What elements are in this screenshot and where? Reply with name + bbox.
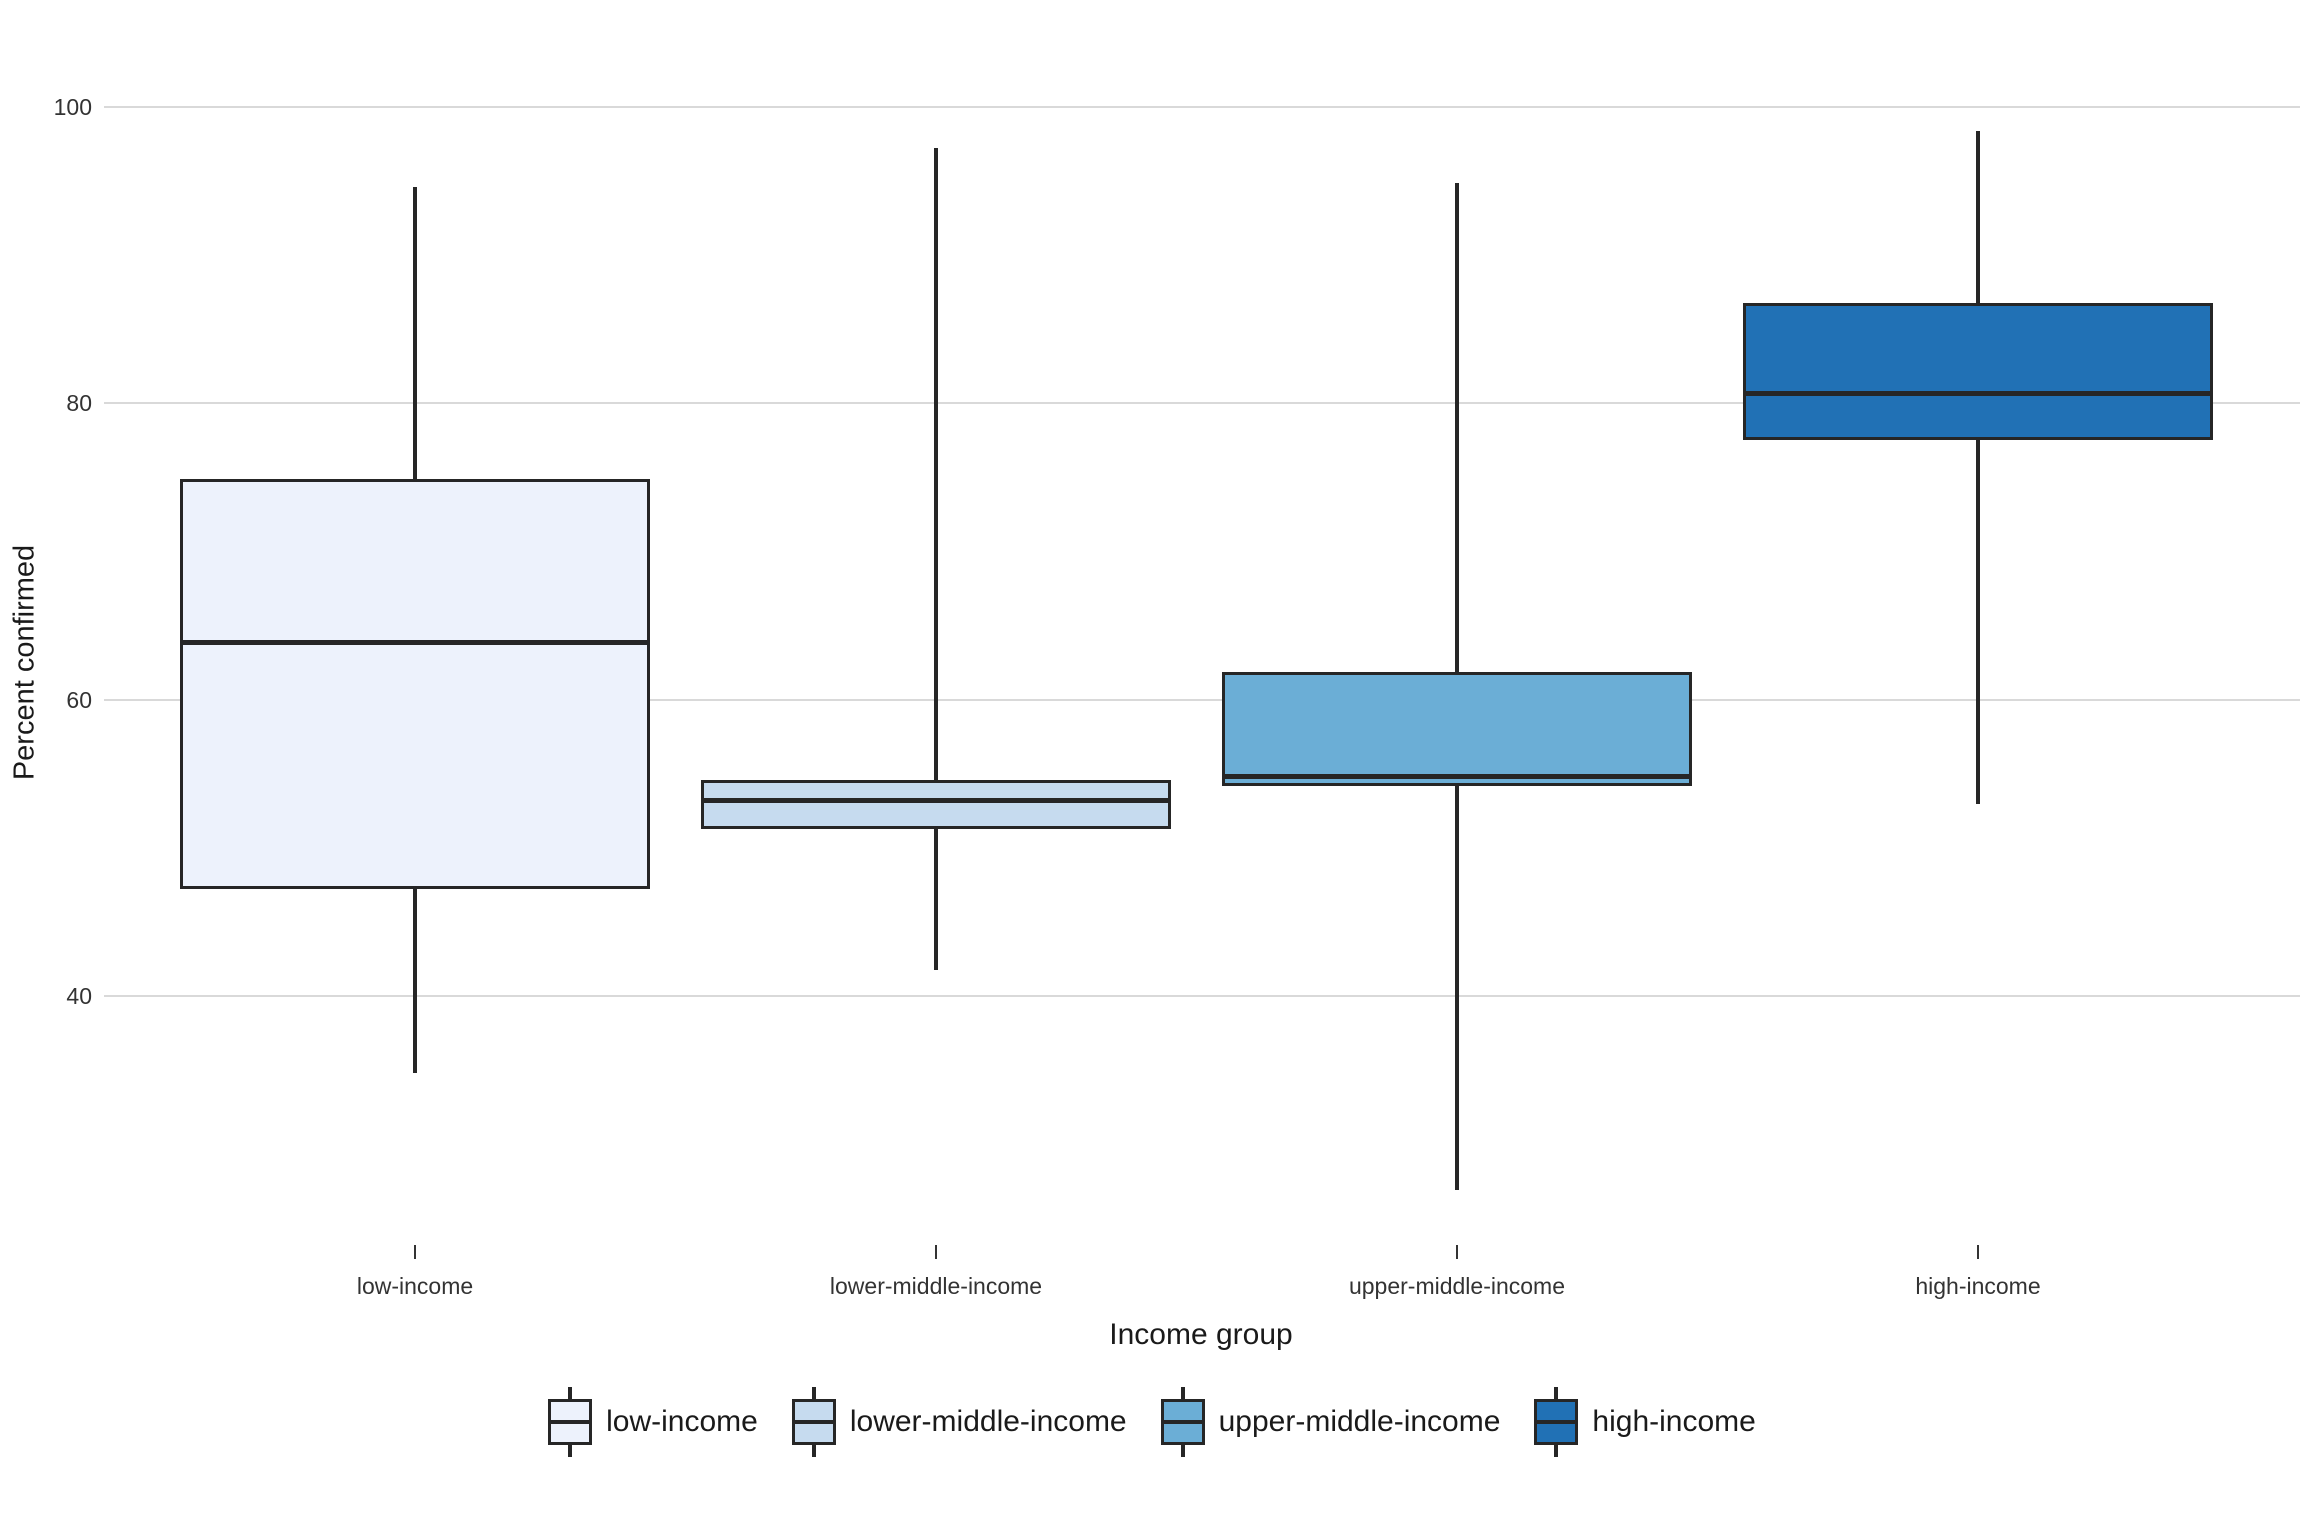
x-tick-label: lower-middle-income <box>829 1273 1043 1299</box>
legend-key-boxplot-icon <box>548 1387 593 1457</box>
box-high-income <box>1743 302 2213 441</box>
x-tick-mark <box>414 1245 416 1259</box>
x-tick-label: upper-middle-income <box>1348 1273 1566 1299</box>
legend-key-whisker-bottom <box>811 1445 816 1457</box>
median-line <box>701 798 1171 804</box>
gridline-y-60 <box>104 698 2300 701</box>
x-tick-mark <box>1977 1245 1979 1259</box>
y-axis-title: Percent confirmed <box>8 544 41 781</box>
legend-item-low-income: low-income <box>548 1387 758 1457</box>
legend-key-whisker-top <box>568 1387 573 1399</box>
whisker-upper <box>1976 130 1980 303</box>
legend-key-median <box>548 1420 593 1424</box>
y-tick-label: 80 <box>66 390 92 417</box>
whisker-upper <box>1455 182 1459 672</box>
whisker-lower <box>934 828 938 970</box>
box-lower-middle-income <box>701 779 1171 829</box>
x-tick-mark <box>935 1245 937 1259</box>
legend-item-label: high-income <box>1592 1405 1756 1438</box>
legend-key-whisker-bottom <box>568 1445 573 1457</box>
y-tick-label: 60 <box>66 686 92 713</box>
gridline-y-40 <box>104 995 2300 998</box>
legend-key-whisker-top <box>1180 1387 1185 1399</box>
legend-key-median <box>791 1420 836 1424</box>
whisker-lower <box>1455 785 1459 1191</box>
x-axis-title: Income group <box>1109 1318 1293 1351</box>
whisker-upper <box>934 148 938 780</box>
box-upper-middle-income <box>1222 671 1692 786</box>
median-line <box>1222 774 1692 780</box>
y-tick-label: 40 <box>66 983 92 1010</box>
legend: low-income lower-middle-income upper-middl… <box>0 1382 2304 1462</box>
legend-key-boxplot-icon <box>791 1387 836 1457</box>
legend-key-whisker-top <box>811 1387 816 1399</box>
whisker-lower <box>413 889 417 1074</box>
whisker-upper <box>413 187 417 479</box>
legend-item-high-income: high-income <box>1534 1387 1756 1457</box>
gridline-y-100 <box>104 106 2300 108</box>
x-tick-label: high-income <box>1915 1273 2041 1299</box>
x-tick-mark <box>1456 1245 1458 1259</box>
legend-key-whisker-bottom <box>1180 1445 1185 1457</box>
legend-key-boxplot-icon <box>1160 1387 1205 1457</box>
box-low-income <box>180 478 650 890</box>
y-tick-label: 100 <box>53 94 92 120</box>
legend-item-label: upper-middle-income <box>1218 1405 1501 1438</box>
legend-key-boxplot-icon <box>1534 1387 1579 1457</box>
legend-key-whisker-bottom <box>1554 1445 1559 1457</box>
legend-key-whisker-top <box>1554 1387 1559 1399</box>
legend-item-upper-middle-income: upper-middle-income <box>1160 1387 1501 1457</box>
median-line <box>180 639 650 645</box>
legend-key-median <box>1160 1420 1205 1424</box>
whisker-lower <box>1976 440 1980 804</box>
legend-item-label: lower-middle-income <box>849 1405 1127 1438</box>
legend-key-median <box>1534 1420 1579 1424</box>
legend-item-lower-middle-income: lower-middle-income <box>791 1387 1127 1457</box>
x-tick-label: low-income <box>356 1273 474 1299</box>
median-line <box>1743 390 2213 396</box>
gridline-y-80 <box>104 402 2300 405</box>
legend-item-label: low-income <box>606 1405 758 1438</box>
